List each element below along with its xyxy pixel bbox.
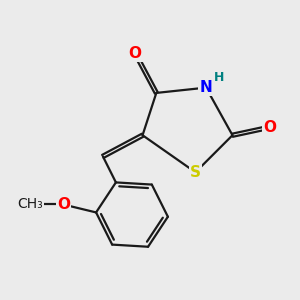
Text: CH₃: CH₃ (18, 197, 44, 212)
Text: O: O (57, 197, 70, 212)
Text: O: O (129, 46, 142, 61)
Text: H: H (214, 70, 224, 83)
Text: N: N (200, 80, 212, 95)
Text: O: O (263, 120, 276, 135)
Text: S: S (190, 165, 201, 180)
